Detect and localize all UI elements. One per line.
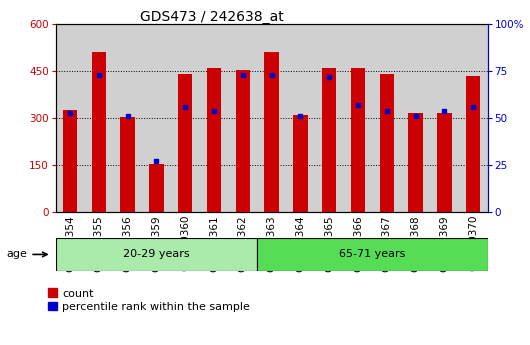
Bar [437, 114, 452, 212]
Bar [120, 117, 135, 212]
Bar [207, 68, 221, 212]
Legend: count, percentile rank within the sample: count, percentile rank within the sample [48, 288, 250, 312]
Bar [293, 115, 307, 212]
Bar [322, 68, 337, 212]
Text: age: age [6, 249, 27, 259]
Bar [409, 114, 423, 212]
Bar [63, 110, 77, 212]
Bar [236, 70, 250, 212]
Text: 20-29 years: 20-29 years [123, 249, 190, 259]
Text: GDS473 / 242638_at: GDS473 / 242638_at [140, 10, 284, 24]
Bar [56, 238, 257, 271]
Text: 65-71 years: 65-71 years [339, 249, 405, 259]
Bar [257, 238, 488, 271]
Bar [351, 68, 365, 212]
Bar [264, 52, 279, 212]
Bar [92, 52, 106, 212]
Bar [178, 74, 192, 212]
Bar [149, 164, 164, 212]
Bar [466, 76, 480, 212]
Bar [379, 74, 394, 212]
